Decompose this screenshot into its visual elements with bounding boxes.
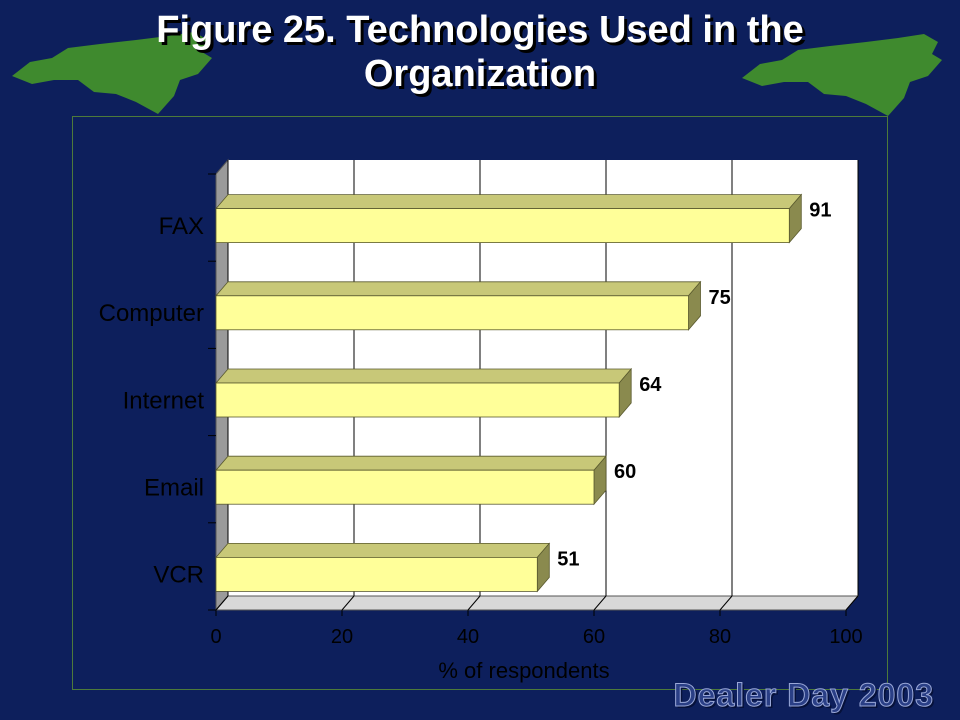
y-category-label: Internet [123,387,205,414]
bar-top [215,368,633,384]
data-label: 64 [639,374,662,396]
nc-map-right-icon [742,34,942,116]
title-line-2: Organization [363,53,597,95]
nc-map-left-icon [12,32,212,114]
bar-fax [215,208,790,244]
floor-gridline [341,595,355,611]
y-category-label: Computer [99,300,204,327]
data-label: 51 [557,548,579,570]
plot-floor [214,595,860,611]
bar-email [215,469,595,505]
bar-computer [215,295,689,331]
floor-gridline [467,595,481,611]
x-axis-label: % of respondents [438,658,609,683]
bar-internet [215,382,620,418]
bar-top [215,455,607,471]
floor-gridline [845,595,859,611]
x-tick-label: 40 [457,626,479,648]
bar-top [215,543,551,558]
x-tick-label: 80 [709,626,731,648]
plot-area-frame [72,116,888,690]
bar-vcr [215,557,538,592]
y-category-label: VCR [153,562,204,589]
x-tick-label: 100 [829,626,862,648]
x-tick-label: 20 [331,626,353,648]
y-category-label: FAX [159,213,204,240]
bar-top [215,194,803,210]
data-label: 91 [809,200,831,222]
y-category-label: Email [144,475,204,502]
title-line-1: Figure 25. Technologies Used in the [156,9,804,51]
floor-gridline [719,595,733,611]
bar-top [215,281,702,297]
data-label: 60 [614,461,636,483]
footer-dealer-day: Dealer Day 2003 [673,677,934,714]
floor-gridline [215,595,229,611]
x-tick-label: 0 [210,626,221,648]
x-tick-label: 60 [583,626,605,648]
data-label: 75 [709,287,731,309]
chart-title: Figure 25. Technologies Used in the Orga… [0,8,960,96]
floor-gridline [593,595,607,611]
